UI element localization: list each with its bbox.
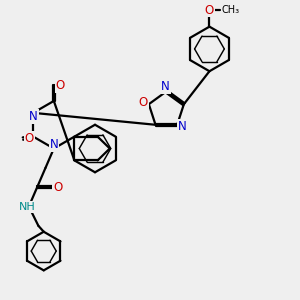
Text: N: N — [178, 120, 187, 133]
Text: CH₃: CH₃ — [222, 5, 240, 15]
Text: O: O — [53, 181, 63, 194]
Text: N: N — [29, 110, 38, 123]
Text: O: O — [25, 132, 34, 145]
Text: O: O — [205, 4, 214, 16]
Text: NH: NH — [19, 202, 36, 212]
Text: N: N — [161, 80, 170, 93]
Text: O: O — [139, 96, 148, 109]
Text: N: N — [50, 138, 58, 152]
Text: O: O — [56, 79, 65, 92]
